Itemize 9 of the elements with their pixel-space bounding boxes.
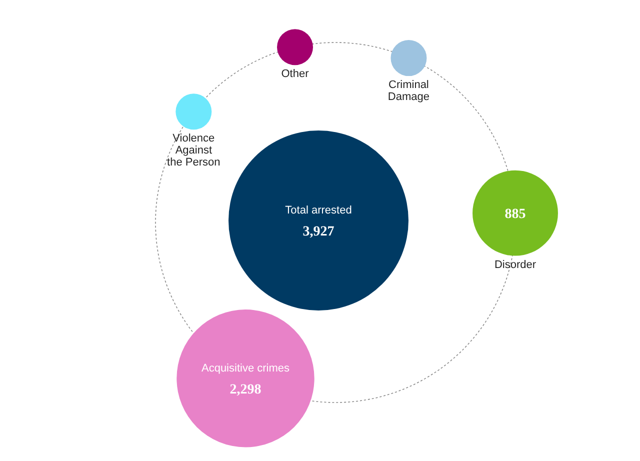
category-label: Violence Against the Person [167,132,220,169]
data-label: 2,298 [230,382,262,398]
data-label: 3,927 [302,224,334,240]
category-label: Acquisitive crimes [201,362,290,374]
category-label: Other [281,68,310,80]
category-label: Disorder [494,258,536,271]
category-label: Criminal Damage [388,79,430,104]
category-label: Total arrested [285,204,352,216]
data-label: 885 [504,207,526,222]
